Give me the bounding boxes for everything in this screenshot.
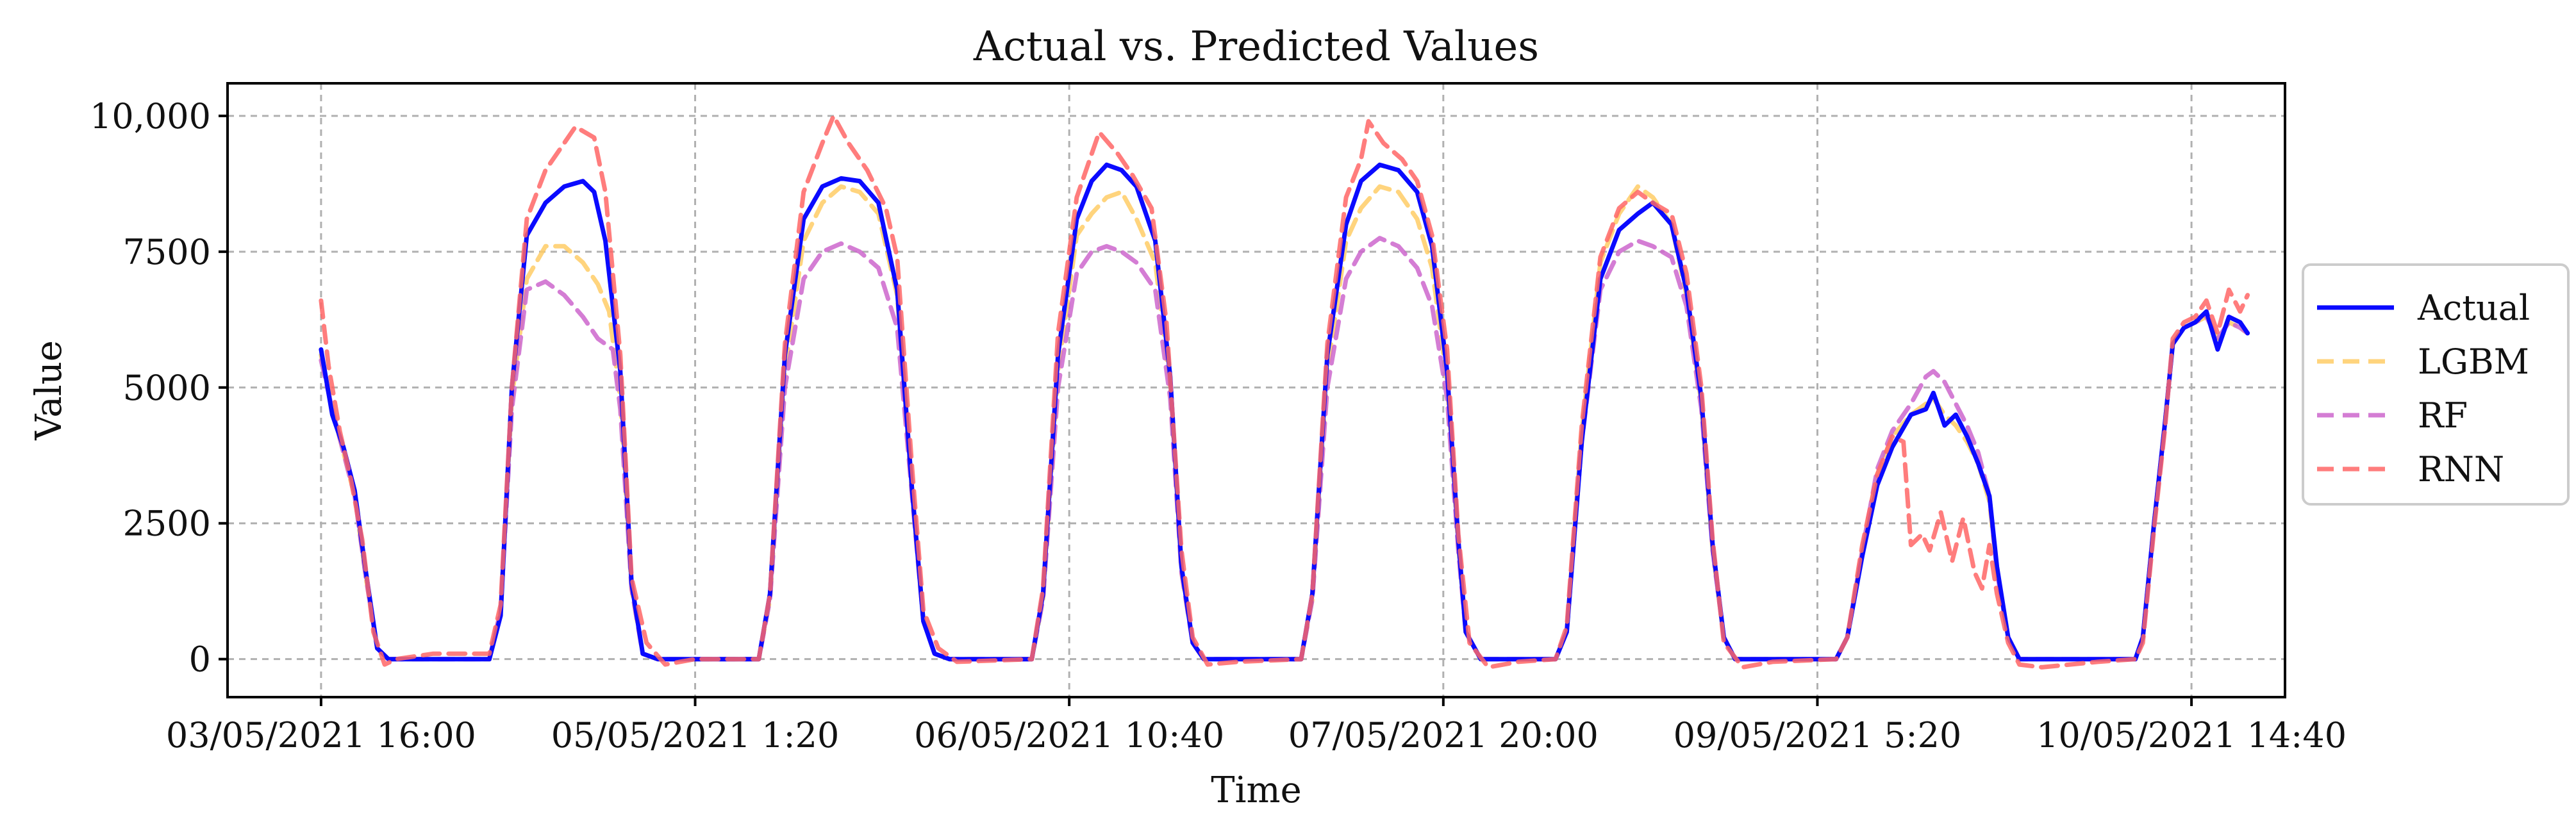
x-tick-label: 09/05/2021 5:20 [1674, 715, 1962, 755]
plot-frame [226, 82, 2286, 698]
legend-label-actual: Actual [2417, 288, 2530, 328]
x-tick-label: 05/05/2021 1:20 [551, 715, 840, 755]
y-axis-label: Value [28, 340, 70, 441]
axis-ticks: 03/05/2021 16:00 05/05/2021 1:20 06/05/202… [90, 96, 2347, 755]
series-layer [319, 113, 2250, 670]
x-tick-label: 10/05/2021 14:40 [2036, 715, 2347, 755]
legend-label-lgbm: LGBM [2418, 342, 2529, 382]
legend: Actual LGBM RF RNN [2302, 263, 2570, 506]
legend-box [2302, 263, 2570, 506]
y-tick-label: 2500 [123, 504, 211, 544]
x-axis-label: Time [1211, 770, 1302, 811]
x-tick-label: 07/05/2021 20:00 [1288, 715, 1599, 755]
legend-label-rnn: RNN [2418, 449, 2504, 490]
chart-title: Actual vs. Predicted Values [973, 23, 1539, 70]
y-tick-label: 0 [189, 639, 211, 680]
y-tick-label: 7500 [123, 232, 211, 272]
series-line-rf [319, 236, 2250, 662]
series-line-actual [319, 162, 2250, 662]
x-tick-label: 03/05/2021 16:00 [166, 715, 476, 755]
x-tick-label: 06/05/2021 10:40 [914, 715, 1224, 755]
y-tick-label: 5000 [123, 368, 211, 408]
series-line-rnn [319, 113, 2250, 670]
y-tick-label: 10,000 [90, 96, 211, 136]
legend-label-rf: RF [2418, 395, 2468, 436]
